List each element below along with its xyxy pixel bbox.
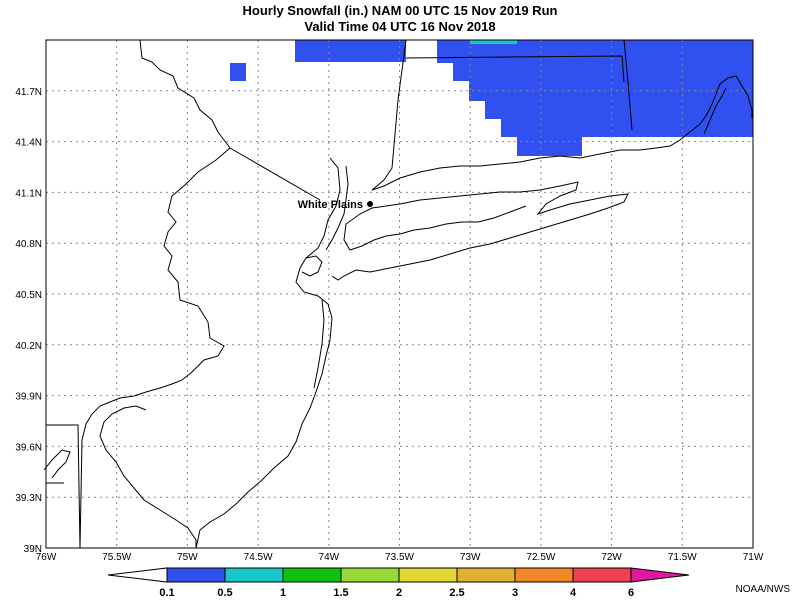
lat-tick-label: 40.2N [15, 341, 42, 352]
lat-tick-label: 40.5N [15, 290, 42, 301]
colorbar-segment [166, 567, 226, 583]
lon-tick-label: 73W [460, 552, 481, 563]
lon-tick-label: 72.5W [526, 552, 555, 563]
lon-tick-label: 76W [36, 552, 57, 563]
colorbar-label: 2 [396, 587, 402, 599]
latitude-labels: 39N 39.3N 39.6N 39.9N 40.2N 40.5N 40.8N 41.1N 41… [15, 87, 42, 555]
lon-tick-label: 73.5W [385, 552, 414, 563]
colorbar-label: 3 [512, 587, 518, 599]
lat-tick-label: 39N [24, 544, 42, 555]
colorbar-segment [340, 567, 400, 583]
colorbar-segment [224, 567, 284, 583]
colorbar-segment [456, 567, 516, 583]
lon-tick-label: 71W [743, 552, 764, 563]
lat-tick-label: 41.7N [15, 87, 42, 98]
lat-tick-label: 41.4N [15, 138, 42, 149]
colorbar: 0.1 0.5 1 1.5 2 2.5 3 4 6 [107, 567, 690, 599]
colorbar-segment [572, 567, 632, 583]
colorbar-label: 1 [280, 587, 286, 599]
colorbar-low-arrow [107, 567, 168, 583]
lat-tick-label: 40.8N [15, 239, 42, 250]
lon-tick-label: 74W [319, 552, 340, 563]
state-boundaries [45, 39, 633, 549]
colorbar-label: 4 [570, 587, 577, 599]
lon-tick-label: 75.5W [102, 552, 131, 563]
lat-tick-label: 39.6N [15, 442, 42, 453]
credit-label: NOAA/NWS [735, 584, 790, 595]
map-frame [45, 39, 754, 549]
colorbar-segment [282, 567, 342, 583]
colorbar-label: 2.5 [449, 587, 464, 599]
city-label: White Plains [298, 199, 363, 211]
colorbar-segment [398, 567, 458, 583]
city-marker-dot [367, 201, 373, 207]
lat-lon-grid [46, 40, 753, 548]
lon-tick-label: 74.5W [244, 552, 273, 563]
colorbar-high-arrow [630, 567, 690, 583]
colorbar-label: 6 [628, 587, 634, 599]
lon-tick-label: 71.5W [668, 552, 697, 563]
lat-tick-label: 39.9N [15, 392, 42, 403]
lon-tick-label: 72W [601, 552, 622, 563]
colorbar-segment [514, 567, 574, 583]
colorbar-label: 0.1 [159, 587, 174, 599]
map-title: Hourly Snowfall (in.) NAM 00 UTC 15 Nov … [242, 3, 558, 18]
lat-tick-label: 39.3N [15, 493, 42, 504]
coastlines [43, 75, 753, 549]
colorbar-label: 1.5 [333, 587, 348, 599]
lon-tick-label: 75W [177, 552, 198, 563]
lat-tick-label: 41.1N [15, 188, 42, 199]
map-subtitle: Valid Time 04 UTC 16 Nov 2018 [304, 19, 496, 34]
snowfall-cell-half-inch [470, 40, 517, 44]
colorbar-label: 0.5 [217, 587, 232, 599]
longitude-labels: 76W 75.5W 75W 74.5W 74W 73.5W 73W 72.5W 72W 71.5W… [36, 552, 764, 563]
